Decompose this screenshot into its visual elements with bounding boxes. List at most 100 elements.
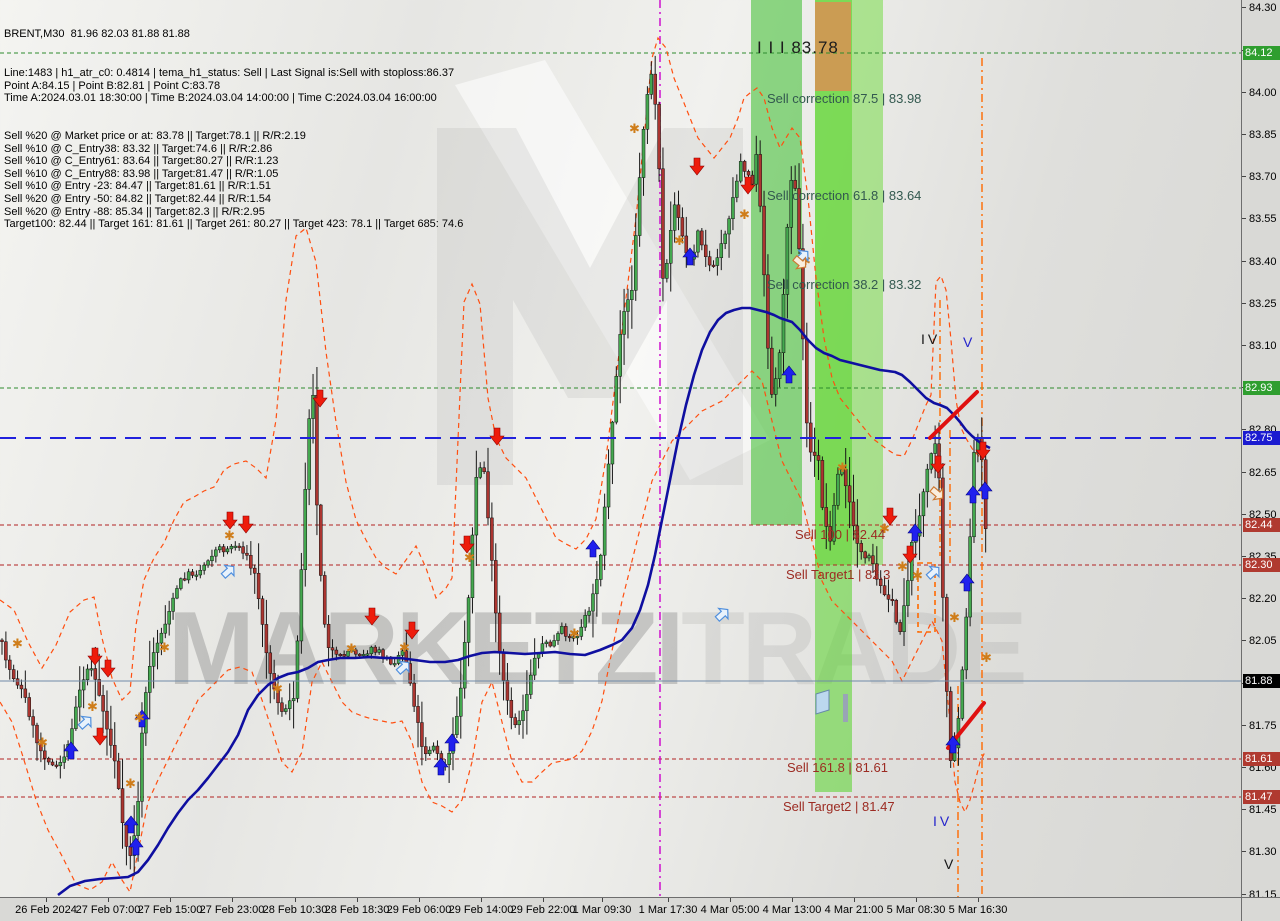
candle-bear bbox=[898, 622, 902, 632]
price-tick-mark bbox=[1242, 598, 1246, 599]
price-level-badge: 82.75 bbox=[1243, 431, 1280, 445]
chart-canvas[interactable]: MARKETZITRADE ✱✱✱✱✱✱✱✱✱✱✱✱✱✱✱✱✱✱✱✱✱✱ BRE… bbox=[0, 0, 1241, 897]
candle-bear bbox=[373, 646, 377, 653]
candle-bear bbox=[700, 230, 704, 246]
candle-bear bbox=[851, 501, 856, 527]
candle-bull bbox=[622, 311, 626, 335]
lower-envelope-line bbox=[0, 370, 986, 894]
candle-bull bbox=[696, 230, 700, 253]
hollow-down-arrow-icon bbox=[929, 485, 944, 501]
candle-bull bbox=[78, 689, 82, 708]
flag-shape[interactable] bbox=[815, 689, 830, 715]
price-tick-mark bbox=[1242, 176, 1246, 177]
candle-bull bbox=[136, 801, 140, 837]
candle-bear bbox=[334, 649, 339, 655]
candle-bear bbox=[948, 691, 953, 761]
candle-bull bbox=[754, 154, 759, 185]
price-tick-label: 84.00 bbox=[1249, 87, 1277, 99]
price-tick-label: 81.75 bbox=[1249, 720, 1277, 732]
fib-zone-band bbox=[751, 0, 802, 525]
buy-arrow-icon bbox=[682, 247, 698, 266]
price-level-badge: 81.88 bbox=[1243, 674, 1280, 688]
price-tick-label: 83.70 bbox=[1249, 171, 1277, 183]
candle-bull bbox=[346, 650, 350, 657]
candle-bear bbox=[23, 688, 28, 698]
candle-bear bbox=[420, 722, 424, 747]
price-tick-mark bbox=[1242, 261, 1246, 262]
candle-bull bbox=[62, 756, 66, 763]
candle-bull bbox=[917, 515, 922, 537]
time-tick-mark bbox=[543, 898, 544, 902]
candle-bull bbox=[303, 489, 308, 570]
chart-svg[interactable]: ✱✱✱✱✱✱✱✱✱✱✱✱✱✱✱✱✱✱✱✱✱✱ bbox=[0, 0, 1241, 897]
dashed-rectangle[interactable] bbox=[917, 562, 936, 633]
candle-bear bbox=[109, 728, 113, 746]
candle-bull bbox=[85, 668, 90, 681]
candle-bear bbox=[684, 235, 689, 254]
candle-bear bbox=[315, 394, 319, 506]
candle-bear bbox=[237, 545, 241, 548]
candle-bull bbox=[867, 555, 871, 559]
candle-bull bbox=[606, 463, 611, 508]
candle-bull bbox=[925, 468, 930, 493]
candle-bull bbox=[626, 299, 630, 312]
candle-bull bbox=[198, 570, 203, 576]
buy-arrow-icon bbox=[585, 539, 601, 558]
candle-bull bbox=[789, 180, 794, 228]
time-tick-label: 28 Feb 18:30 bbox=[324, 904, 390, 916]
price-level-badge: 81.47 bbox=[1243, 790, 1280, 804]
candle-bear bbox=[490, 517, 494, 561]
star-marker-icon: ✱ bbox=[346, 642, 357, 657]
buy-arrow-icon bbox=[444, 733, 460, 752]
candle-bull bbox=[159, 632, 164, 644]
price-level-badge: 82.30 bbox=[1243, 558, 1280, 572]
brand-logo-swoosh bbox=[455, 60, 770, 480]
price-axis[interactable]: 84.3084.1584.0083.8583.7083.5583.4083.25… bbox=[1241, 0, 1280, 901]
candle-bear bbox=[264, 624, 269, 654]
buy-arrow-icon bbox=[134, 709, 150, 728]
time-tick-mark bbox=[357, 898, 358, 902]
candle-bear bbox=[435, 745, 440, 754]
candle-bear bbox=[812, 451, 817, 456]
candle-bull bbox=[964, 616, 968, 671]
candle-bull bbox=[630, 290, 634, 300]
candle-bull bbox=[773, 378, 778, 395]
time-tick-label: 27 Feb 15:00 bbox=[137, 904, 203, 916]
candle-bear bbox=[494, 560, 498, 614]
candle-bull bbox=[206, 560, 210, 566]
sell-arrow-icon bbox=[902, 545, 918, 564]
time-axis[interactable]: 26 Feb 2024 27 Feb 07:00 27 Feb 15:00 27 Fe… bbox=[0, 897, 1280, 921]
candle-bull bbox=[392, 663, 397, 666]
candle-bull bbox=[532, 657, 537, 676]
candle-bull bbox=[81, 679, 86, 691]
candle-bear bbox=[338, 654, 343, 657]
price-tick-mark bbox=[1242, 851, 1246, 852]
candle-bear bbox=[482, 467, 486, 473]
candle-bear bbox=[805, 338, 809, 424]
price-tick-label: 82.65 bbox=[1249, 467, 1277, 479]
star-marker-icon: ✱ bbox=[272, 682, 283, 697]
symbol-ohlc-line: BRENT,M30 81.96 82.03 81.88 81.88 bbox=[4, 28, 190, 41]
star-marker-icon: ✱ bbox=[739, 208, 750, 223]
info-line: Time A:2024.03.01 18:30:00 | Time B:2024… bbox=[4, 92, 437, 105]
candle-bear bbox=[342, 654, 346, 657]
star-marker-icon: ✱ bbox=[125, 777, 136, 792]
sell-arrow-icon bbox=[459, 535, 475, 554]
candle-bull bbox=[832, 504, 836, 542]
price-tick-mark bbox=[1242, 514, 1246, 515]
time-tick-mark bbox=[668, 898, 669, 902]
candle-bear bbox=[354, 649, 358, 655]
candle-bull bbox=[840, 469, 844, 475]
candle-bull bbox=[785, 227, 790, 295]
star-marker-icon: ✱ bbox=[897, 560, 908, 575]
candle-bear bbox=[497, 612, 502, 654]
buy-arrow-icon bbox=[907, 523, 923, 542]
candle-bear bbox=[816, 455, 821, 461]
red-trendline[interactable] bbox=[928, 390, 979, 440]
candle-bear bbox=[46, 757, 51, 763]
sell-arrow-icon bbox=[312, 389, 328, 408]
sell-plan-line: Sell %10 @ C_Entry61: 83.64 || Target:80… bbox=[4, 155, 279, 168]
candle-bull bbox=[459, 687, 463, 717]
candle-bull bbox=[194, 574, 199, 577]
candle-bull bbox=[641, 129, 646, 178]
